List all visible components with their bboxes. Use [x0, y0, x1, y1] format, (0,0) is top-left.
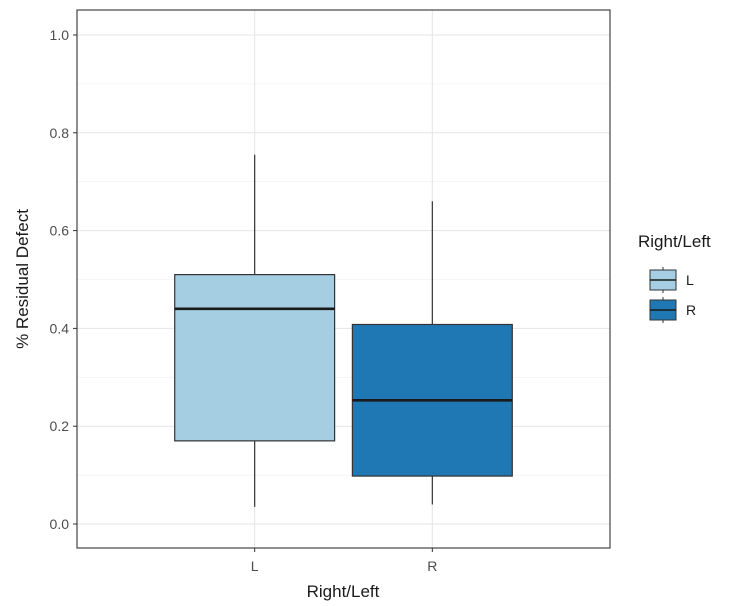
- plot-panel-border: [76, 9, 611, 549]
- y-tick-label: 0.0: [50, 516, 70, 532]
- box-L: [174, 154, 336, 507]
- legend: Right/Left LR: [638, 232, 711, 323]
- legend-label: R: [686, 302, 696, 318]
- boxes-layer: [174, 154, 513, 507]
- legend-title: Right/Left: [638, 232, 711, 251]
- legend-label: L: [686, 272, 694, 288]
- y-tick-label: 0.8: [50, 125, 70, 141]
- y-tick-label: 0.6: [50, 223, 70, 239]
- y-axis: 0.0 0.2 0.4 0.6 0.8 1.0: [50, 27, 77, 532]
- legend-item-R: R: [649, 297, 696, 323]
- box-R: [351, 201, 513, 505]
- y-tick-label: 0.2: [50, 418, 70, 434]
- y-axis-title: % Residual Defect: [13, 209, 32, 349]
- x-axis-title: Right/Left: [307, 582, 380, 601]
- x-tick-label: L: [251, 558, 259, 574]
- x-tick-label: R: [427, 558, 437, 574]
- minor-gridlines: [77, 83, 610, 476]
- box-body: [174, 274, 336, 442]
- legend-item-L: L: [649, 267, 694, 293]
- y-tick-label: 0.4: [50, 320, 70, 336]
- y-tick-label: 1.0: [50, 27, 70, 43]
